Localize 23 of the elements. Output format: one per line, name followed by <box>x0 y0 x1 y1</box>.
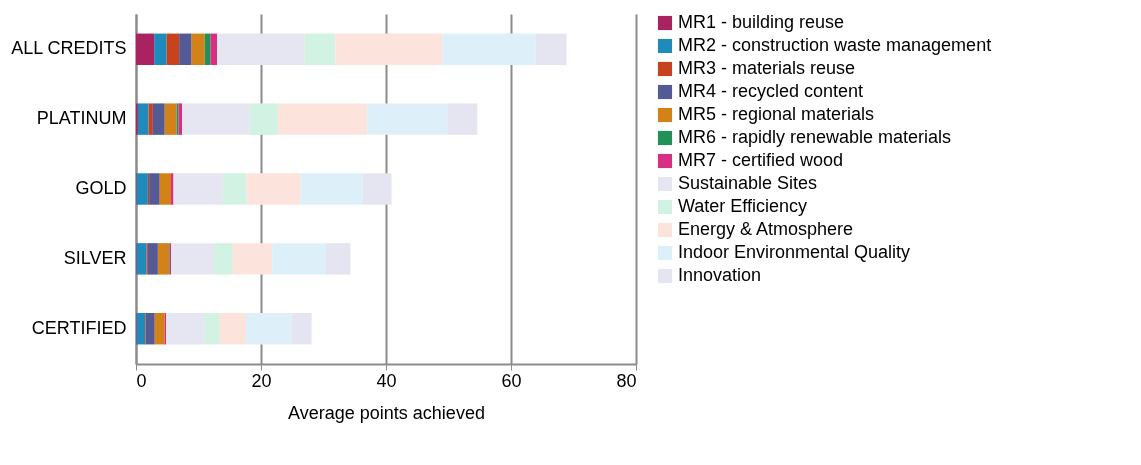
x-tick-label: 80 <box>616 370 637 391</box>
y-tick-label: GOLD <box>75 178 127 198</box>
legend-label: MR1 - building reuse <box>678 12 845 32</box>
legend-label: MR5 - regional materials <box>678 104 875 124</box>
x-tick-label: 20 <box>251 370 272 391</box>
legend-label: MR4 - recycled content <box>678 81 864 101</box>
legend-label: MR6 - rapidly renewable materials <box>678 127 952 147</box>
legend-label: Sustainable Sites <box>678 173 818 193</box>
x-tick-label: 0 <box>136 370 147 391</box>
legend-label: Innovation <box>678 265 762 285</box>
y-tick-label: SILVER <box>63 247 127 268</box>
legend-label: Energy & Atmosphere <box>678 219 854 239</box>
x-axis-title: Average points achieved <box>288 402 485 423</box>
y-tick-label: ALL CREDITS <box>11 38 127 59</box>
legend-label: MR7 - certified wood <box>678 150 844 170</box>
y-tick-label: CERTIFIED <box>31 317 127 338</box>
x-tick-label: 60 <box>501 370 522 391</box>
legend-label: MR2 - construction waste management <box>678 35 992 55</box>
legend-label: Indoor Environmental Quality <box>678 242 911 262</box>
legend-label: MR3 - materials reuse <box>678 58 856 78</box>
y-tick-label: PLATINUM <box>36 108 127 129</box>
x-tick-label: 40 <box>376 370 397 391</box>
legend-label: Water Efficiency <box>678 196 808 216</box>
